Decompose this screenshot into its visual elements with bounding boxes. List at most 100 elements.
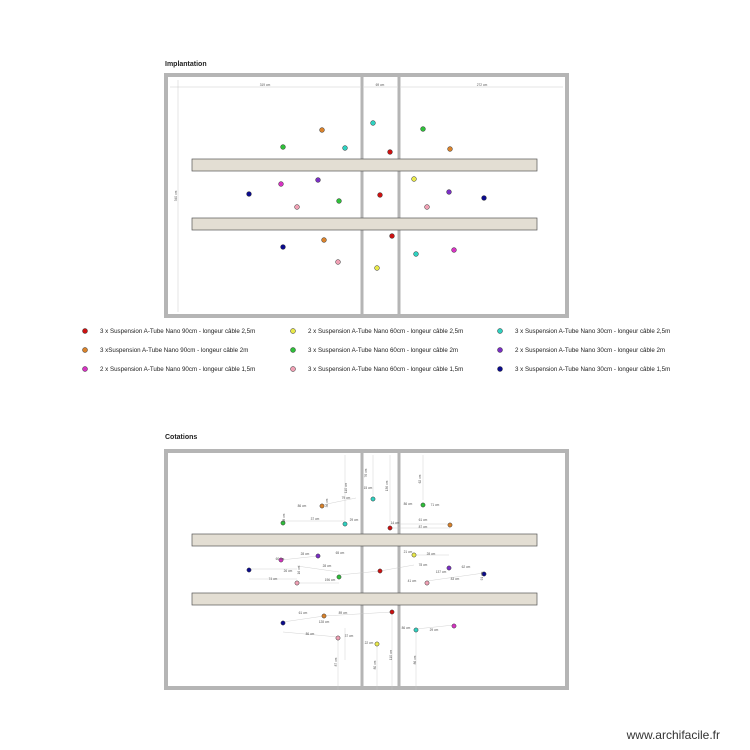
fixture-pink-23 xyxy=(335,259,341,265)
implantation-title: Implantation xyxy=(165,61,207,68)
cot-fixture-cyan-5 xyxy=(342,521,348,527)
cotation-label-29: 74 cm xyxy=(269,577,278,581)
fixture-magenta-21 xyxy=(451,247,457,253)
legend-item-3: 3 x Suspension A-Tube Nano 30cm - longeu… xyxy=(497,328,670,335)
legend-swatch-purple xyxy=(497,347,503,353)
cotation-line-18 xyxy=(282,615,325,623)
legend: 3 x Suspension A-Tube Nano 90cm - longeu… xyxy=(82,328,670,373)
legend-label: 3 x Suspension A-Tube Nano 60cm - longeu… xyxy=(308,366,463,373)
cot-fixture-green-4 xyxy=(280,520,286,526)
cotation-label-9: 38 cm xyxy=(282,513,286,522)
fixture-green-3 xyxy=(420,126,426,132)
fixture-red-6 xyxy=(387,149,393,155)
legend-label: 2 x Suspension A-Tube Nano 30cm - longeu… xyxy=(515,347,665,354)
legend-item-8: 3 x Suspension A-Tube Nano 60cm - longeu… xyxy=(290,366,463,373)
cot-beam-lower xyxy=(191,592,538,606)
cotation-label-4: 62 cm xyxy=(418,474,422,483)
legend-label: 3 xSuspension A-Tube Nano 90cm - longeur… xyxy=(100,347,248,354)
cot-fixture-yellow-8 xyxy=(411,552,417,558)
legend-label: 3 x Suspension A-Tube Nano 60cm - longeu… xyxy=(308,347,458,354)
fixture-purple-13 xyxy=(446,189,452,195)
cotations-fixtures xyxy=(246,496,487,647)
legend-label: 2 x Suspension A-Tube Nano 60cm - longeu… xyxy=(308,328,463,335)
dim-mid-width: 69 cm xyxy=(376,83,385,87)
legend-item-1: 3 x Suspension A-Tube Nano 90cm - longeu… xyxy=(82,328,255,335)
legend-item-6: 2 x Suspension A-Tube Nano 30cm - longeu… xyxy=(497,347,665,354)
cotation-line-24 xyxy=(415,624,455,630)
cot-fixture-green-15 xyxy=(336,574,342,580)
cot-fixture-pink-23 xyxy=(335,635,341,641)
legend-swatch-navy xyxy=(497,366,503,372)
legend-label: 3 x Suspension A-Tube Nano 30cm - longeu… xyxy=(515,366,670,373)
cotation-label-8: 36 cm xyxy=(325,498,329,507)
cotation-label-12: 61 cm xyxy=(419,518,428,522)
cotation-line-11 xyxy=(280,555,319,561)
cot-fixture-cyan-22 xyxy=(413,627,419,633)
fixture-cyan-1 xyxy=(370,120,376,126)
cotation-line-12 xyxy=(296,565,340,573)
fixture-navy-11 xyxy=(246,191,252,197)
legend-swatch-pink xyxy=(290,366,296,372)
legend-label: 3 x Suspension A-Tube Nano 90cm - longeu… xyxy=(100,328,255,335)
cotation-label-30: 196 cm xyxy=(325,578,336,582)
legend-swatch-magenta xyxy=(82,366,88,372)
cotation-label-35: 128 cm xyxy=(319,620,330,624)
cotation-label-13: 87 cm xyxy=(419,525,428,529)
cotation-line-14 xyxy=(379,564,415,572)
cot-fixture-purple-10 xyxy=(315,553,321,559)
cotation-label-16: 71 cm xyxy=(431,503,440,507)
cotation-label-10: 37 cm xyxy=(311,517,320,521)
cotation-line-25 xyxy=(282,631,339,638)
legend-label: 3 x Suspension A-Tube Nano 30cm - longeu… xyxy=(515,328,670,335)
dim-left-width: 319 cm xyxy=(260,83,271,87)
fixture-navy-14 xyxy=(481,195,487,201)
cot-fixture-pink-16 xyxy=(294,580,300,586)
cotation-label-41: 80 cm xyxy=(373,660,377,669)
cotation-label-18: 65 cm xyxy=(336,551,345,555)
fixture-cyan-22 xyxy=(413,251,419,257)
cot-fixture-green-3 xyxy=(420,502,426,508)
implantation-fixtures xyxy=(246,120,487,271)
cotation-label-28: 137 cm xyxy=(436,570,447,574)
cotation-line-19 xyxy=(323,611,393,617)
cotation-label-19: 28 cm xyxy=(427,552,436,556)
fixture-green-4 xyxy=(280,144,286,150)
cot-fixture-cyan-1 xyxy=(370,496,376,502)
fixture-orange-2 xyxy=(319,127,325,133)
cotation-label-20: 60 cm xyxy=(276,557,285,561)
cotation-label-11: 29 cm xyxy=(350,518,359,522)
cotation-label-36: 86 cm xyxy=(306,632,315,636)
cot-fixture-yellow-24 xyxy=(374,641,380,647)
legend-item-7: 2 x Suspension A-Tube Nano 90cm - longeu… xyxy=(82,366,255,373)
cot-fixture-pink-17 xyxy=(424,580,430,586)
cotation-lines xyxy=(249,455,485,690)
fixture-pink-17 xyxy=(424,204,430,210)
cotation-label-7: 86 cm xyxy=(298,504,307,508)
cotation-label-38: 87 cm xyxy=(334,657,338,666)
fixture-magenta-9 xyxy=(278,181,284,187)
cotation-label-24: 91 cm xyxy=(480,571,484,580)
cotation-label-37: 37 cm xyxy=(345,634,354,638)
cotation-label-2: 76 cm xyxy=(364,468,368,477)
cot-fixture-orange-19 xyxy=(321,613,327,619)
cotation-label-40: 22 cm xyxy=(365,641,374,645)
implantation-dimensions: 319 cm 69 cm 272 cm 340 cm xyxy=(170,80,563,312)
cotation-label-21: 28 cm xyxy=(301,552,310,556)
legend-item-9: 3 x Suspension A-Tube Nano 30cm - longeu… xyxy=(497,366,670,373)
cotation-label-22: 78 cm xyxy=(419,563,428,567)
beam-upper xyxy=(191,158,538,172)
cot-fixture-navy-11 xyxy=(246,567,252,573)
fixture-yellow-24 xyxy=(374,265,380,271)
cotation-label-42: 29 cm xyxy=(430,628,439,632)
cot-fixture-purple-13 xyxy=(446,565,452,571)
cotation-label-1: 110 cm xyxy=(344,483,348,494)
cotation-label-3: 136 cm xyxy=(385,480,389,491)
beam-lower xyxy=(191,217,538,231)
cotation-label-23: 62 cm xyxy=(462,565,471,569)
fixture-red-18 xyxy=(389,233,395,239)
cotations-room xyxy=(164,449,569,690)
legend-swatch-red xyxy=(82,328,88,334)
cot-fixture-red-12 xyxy=(377,568,383,574)
legend-swatch-cyan xyxy=(497,328,503,334)
